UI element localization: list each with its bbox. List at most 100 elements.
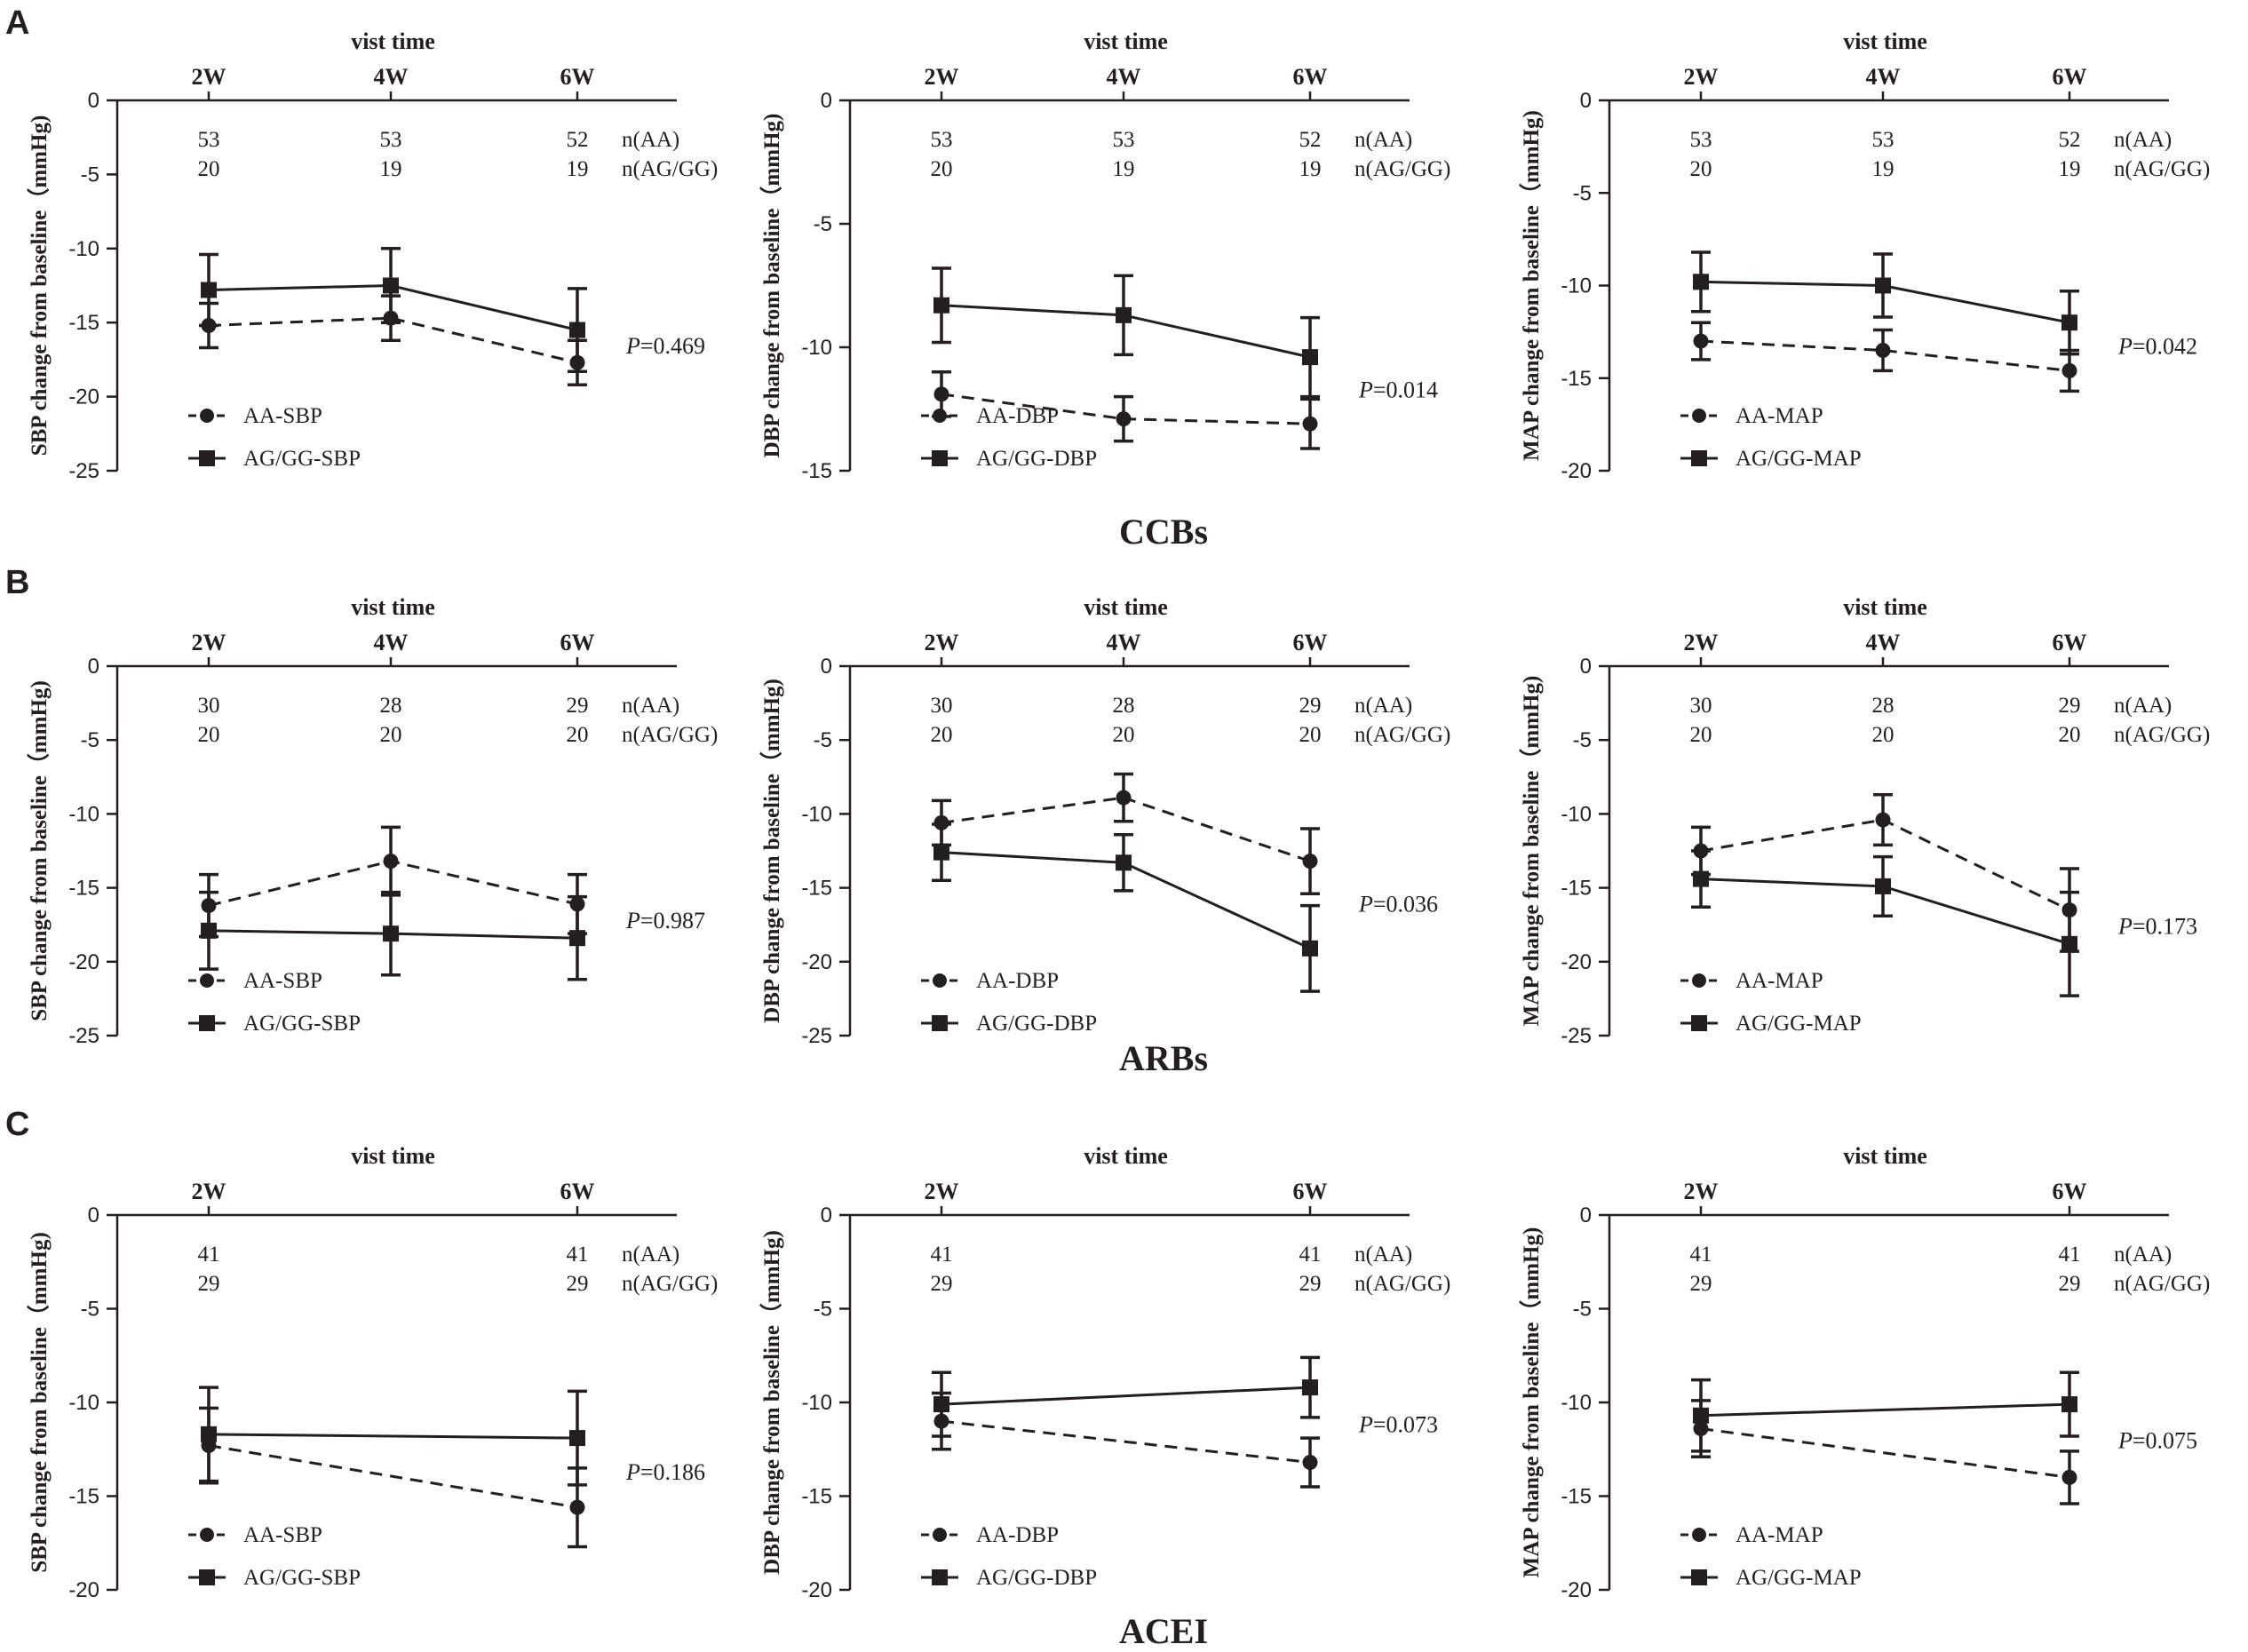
chart-c-sbp: 0 -5 -10 -15 -20 2W 41 29 6W 41 29 n(AA) n(AG/GG) vis… [26,1143,718,1602]
legend: AA-SBP AG/GG-SBP [188,404,361,471]
n-ag-count: 20 [931,723,953,747]
n-ag-label: n(AG/GG) [1354,1272,1450,1296]
p-value-label: P [1358,1411,1373,1437]
legend-label-aa: AA-MAP [1736,969,1823,993]
n-aa-count: 29 [1299,694,1322,718]
y-axis-title: MAP change from baseline（mmHg) [1518,110,1544,461]
data-point [2061,1469,2077,1485]
n-ag-count: 20 [2059,723,2081,747]
x-tick-label: 6W [2053,64,2087,90]
legend: AA-SBP AG/GG-SBP [188,969,361,1036]
data-point [933,844,949,861]
y-tick-label: -15 [801,877,832,901]
data-point [1302,854,1318,870]
series-line [208,316,578,364]
legend-label-ag: AG/GG-DBP [976,1012,1097,1036]
n-aa-count: 30 [198,694,220,718]
y-tick-label: -15 [801,1485,832,1509]
legend-label-aa: AA-DBP [976,404,1059,428]
series-ag-gg [199,890,587,981]
n-ag-label: n(AG/GG) [1354,157,1450,181]
row-title-arbs: ARBs [1119,1038,1208,1078]
p-value-label: P [2117,333,2133,359]
legend-marker-aa [200,973,214,988]
legend: AA-MAP AG/GG-MAP [1680,1523,1862,1590]
series-ag-gg [932,266,1320,399]
x-tick-label: 2W [925,630,959,655]
n-aa-count: 28 [1872,694,1895,718]
chart-a-dbp: 0 -5 -10 -15 2W 53 20 4W 53 19 6W 52 19 n(AA) n(AG/GG)… [759,28,1450,483]
x-axis-title: vist time [1084,594,1168,620]
n-ag-count: 20 [1690,723,1712,747]
n-ag-count: 19 [2059,157,2081,181]
x-axis-title: vist time [351,28,435,54]
x-tick-label: 2W [192,1179,226,1204]
n-ag-count: 20 [567,723,589,747]
series-ag-gg [1691,250,2079,356]
p-value-label: P [1358,892,1373,917]
row-title-acei: ACEI [1119,1611,1208,1651]
y-tick-label: -5 [814,212,832,236]
data-point [201,1426,217,1442]
n-aa-count: 53 [1872,128,1895,152]
p-value: P=0.469 [625,333,705,359]
n-aa-count: 52 [2059,128,2081,152]
y-tick-label: -20 [68,385,99,409]
panel-letter-b: B [5,564,29,601]
y-tick-label: -25 [68,1024,99,1048]
legend: AA-DBP AG/GG-DBP [921,969,1097,1036]
data-point [201,282,217,298]
legend-marker-aa [933,1528,947,1542]
series-ag-gg [932,1355,1320,1438]
series-line [941,393,1311,425]
legend: AA-MAP AG/GG-MAP [1680,969,1862,1036]
legend-marker-aa [1692,973,1706,988]
data-point [1875,878,1891,894]
y-axis-title: SBP change from baseline（mmHg) [26,680,52,1021]
data-point [1875,277,1891,294]
legend-marker-ag [1691,1569,1707,1585]
data-point [1875,812,1891,828]
y-tick-label: -25 [1561,1024,1592,1048]
series-aa [932,1391,1320,1489]
x-tick-label: 6W [560,630,595,655]
n-ag-count: 20 [1690,157,1712,181]
panel-letter-c: C [5,1106,29,1143]
data-point [1302,1455,1318,1471]
data-point [1116,854,1132,871]
n-aa-count: 41 [1299,1243,1322,1267]
n-ag-count: 29 [198,1272,220,1296]
chart-b-sbp: 0 -5 -10 -15 -20 -25 2W 30 20 4W 28 20 6W 29 20 n(AA) n(… [26,594,718,1048]
p-value: P=0.987 [625,908,705,933]
legend-label-ag: AG/GG-SBP [243,1012,361,1036]
y-tick-label: -5 [814,1298,832,1322]
x-tick-label: 6W [560,64,595,90]
p-value: P=0.075 [2117,1427,2197,1453]
x-tick-label: 6W [2053,1179,2087,1204]
n-aa-count: 41 [567,1243,589,1267]
series-line [1700,1402,2070,1418]
y-tick-label: 0 [821,655,832,679]
y-axis-title: DBP change from baseline（mmHg) [759,114,784,458]
data-point [933,386,949,402]
legend-marker-ag [199,1015,215,1031]
legend-marker-ag [932,1015,948,1031]
p-value-label: P [625,333,640,359]
n-aa-count: 52 [567,128,589,152]
chart-c-map: 0 -5 -10 -15 -20 2W 41 29 6W 41 29 n(AA) n(AG/GG) vis… [1518,1143,2210,1602]
data-point [2061,935,2077,952]
n-aa-label: n(AA) [622,1243,679,1267]
row-title-ccbs: CCBs [1119,512,1208,552]
series-line [1700,1427,2070,1479]
data-point [569,1499,585,1515]
legend-label-aa: AA-SBP [243,969,322,993]
y-axis-title: DBP change from baseline（mmHg) [759,679,784,1023]
n-aa-count: 29 [2059,694,2081,718]
n-ag-count: 19 [1299,157,1322,181]
n-aa-count: 28 [380,694,402,718]
n-aa-count: 41 [1690,1243,1712,1267]
x-tick-label: 2W [1684,630,1719,655]
n-aa-count: 53 [1113,128,1135,152]
x-tick-label: 6W [1293,64,1328,90]
